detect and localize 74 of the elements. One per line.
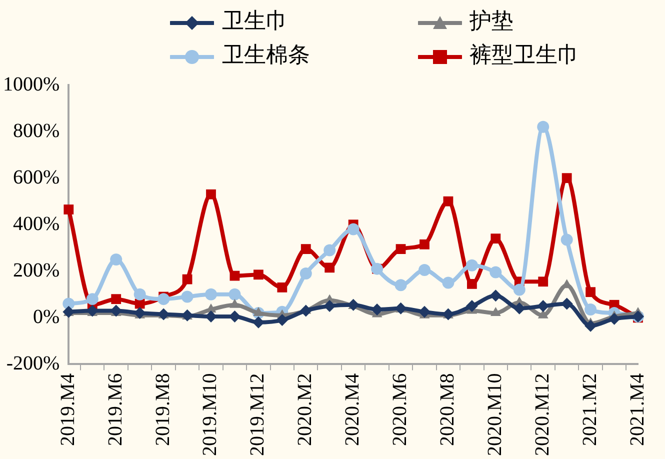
legend-label: 卫生棉条 xyxy=(222,42,310,67)
point xyxy=(206,189,216,200)
x-tick-label: 2019.M6 xyxy=(104,373,126,446)
point xyxy=(584,304,597,316)
y-tick-label: 400% xyxy=(12,212,60,235)
point xyxy=(253,307,264,316)
x-tick-label: 2020.M4 xyxy=(342,373,364,446)
point xyxy=(134,288,146,300)
x-tick-label: 2020.M2 xyxy=(294,373,316,446)
point xyxy=(396,244,406,254)
point xyxy=(300,267,312,280)
point xyxy=(490,266,502,278)
x-tick-label: 2021.M4 xyxy=(626,373,648,446)
point xyxy=(324,262,335,273)
point xyxy=(513,302,526,314)
point xyxy=(204,288,217,300)
y-tick-label: 200% xyxy=(12,259,60,282)
point xyxy=(182,274,192,284)
point xyxy=(443,196,454,206)
y-tick-label: -200% xyxy=(6,352,60,374)
point xyxy=(560,234,573,246)
point xyxy=(418,264,430,276)
point xyxy=(418,306,430,318)
x-tick-label: 2019.M4 xyxy=(56,373,79,446)
point xyxy=(62,298,75,310)
point xyxy=(562,173,572,184)
y-tick-label: 600% xyxy=(12,166,60,188)
point xyxy=(466,259,478,272)
point xyxy=(230,270,240,281)
point xyxy=(300,304,312,317)
point xyxy=(537,120,550,133)
y-tick-label: 1000% xyxy=(2,73,60,96)
point xyxy=(86,293,98,306)
point xyxy=(466,278,477,289)
x-tick-label: 2020.M8 xyxy=(436,373,458,446)
x-tick-label: 2020.M6 xyxy=(389,373,412,446)
point xyxy=(490,290,502,302)
point xyxy=(490,307,501,316)
point xyxy=(538,276,548,287)
y-tick-label: 800% xyxy=(12,120,60,142)
point xyxy=(64,204,74,214)
x-tick-label: 2019.M10 xyxy=(199,373,222,456)
legend-label: 裤型卫生巾 xyxy=(470,42,580,67)
point xyxy=(466,300,478,312)
point xyxy=(181,290,194,303)
point xyxy=(490,234,501,244)
point xyxy=(537,300,550,312)
point xyxy=(394,279,407,292)
point xyxy=(228,288,241,300)
legend-label: 卫生巾 xyxy=(222,8,288,33)
point xyxy=(277,282,288,292)
point xyxy=(324,244,336,256)
point xyxy=(586,287,596,298)
point xyxy=(420,239,430,250)
legend-label: 护垫 xyxy=(470,8,514,33)
point xyxy=(253,270,264,280)
point xyxy=(111,294,122,304)
x-tick-label: 2019.M12 xyxy=(246,373,269,456)
point xyxy=(442,276,454,289)
y-tick-label: 0% xyxy=(32,306,60,328)
point xyxy=(158,293,170,306)
x-tick-label: 2019.M8 xyxy=(152,373,174,446)
point xyxy=(276,314,288,326)
point xyxy=(347,223,360,236)
point xyxy=(608,312,620,325)
point xyxy=(252,316,264,328)
point xyxy=(110,254,122,266)
x-tick-label: 2020.M12 xyxy=(531,373,554,456)
x-tick-label: 2020.M10 xyxy=(484,373,506,456)
point xyxy=(300,244,311,254)
point xyxy=(513,284,526,296)
point xyxy=(584,320,597,332)
x-tick-label: 2021.M2 xyxy=(578,373,601,446)
point xyxy=(230,298,240,308)
